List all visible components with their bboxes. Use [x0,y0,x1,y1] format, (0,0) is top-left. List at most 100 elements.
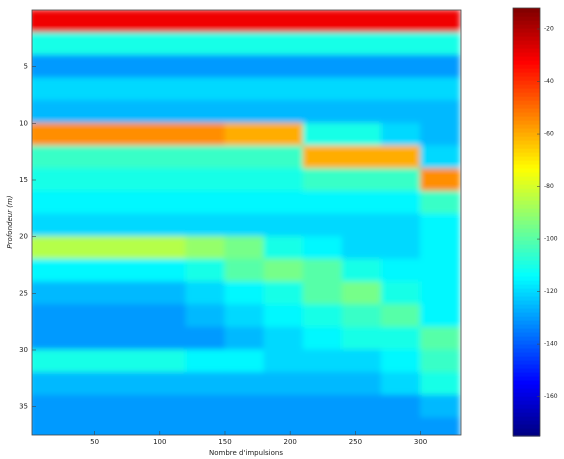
heat-cell [224,372,264,396]
heat-cell [303,350,343,374]
heat-cell [146,236,186,260]
colorbar-swatch [513,388,540,393]
heat-cell [342,304,382,328]
colorbar-swatch [513,424,540,429]
heat-cell [303,259,343,283]
heat-cell [420,168,460,192]
colorbar-swatch [513,232,540,237]
heat-cell [264,191,304,215]
colorbar-swatch [513,168,540,173]
heat-cell [264,395,304,419]
x-tick-label: 300 [414,438,427,446]
heat-cell [420,395,460,419]
heat-cell [68,214,108,238]
heat-cell [224,395,264,419]
heat-cell [107,146,147,170]
heat-cell [420,350,460,374]
colorbar-swatch [513,116,540,121]
colorbar-swatch [513,24,540,29]
heat-cell [146,10,186,34]
heat-cell [381,100,421,124]
heat-cell [185,395,225,419]
heat-cell [303,191,343,215]
colorbar-tick-label: -160 [544,393,558,400]
colorbar-swatch [513,120,540,125]
heat-cell [264,168,304,192]
heat-cell [146,304,186,328]
colorbar-swatch [513,140,540,145]
heat-cell [381,55,421,79]
heat-cell [381,191,421,215]
heat-cell [342,32,382,56]
heat-cell [68,327,108,351]
y-tick-label: 20 [19,233,28,241]
heat-cell [381,214,421,238]
heat-cell [146,372,186,396]
colorbar-swatch [513,40,540,45]
colorbar-swatch [513,372,540,377]
heat-cell [68,100,108,124]
heat-cell [68,168,108,192]
heat-cell [107,55,147,79]
heat-cell [264,350,304,374]
colorbar-swatch [513,132,540,137]
colorbar-swatch [513,44,540,49]
heat-cell [107,395,147,419]
heat-cell [420,55,460,79]
colorbar-swatch [513,324,540,329]
heat-cell [68,282,108,306]
heat-cell [303,55,343,79]
colorbar-swatch [513,96,540,101]
heat-cell [381,78,421,102]
heat-cell [264,259,304,283]
heat-cell [29,214,69,238]
colorbar-swatch [513,28,540,33]
heat-cell [224,304,264,328]
heat-cell [420,259,460,283]
heat-cell [29,78,69,102]
colorbar-swatch [513,280,540,285]
heat-cell [107,191,147,215]
heat-cell [107,259,147,283]
heat-cell [264,123,304,147]
heat-cell [264,78,304,102]
heat-cell [303,10,343,34]
heat-cell [107,214,147,238]
heat-cell [29,350,69,374]
heat-cell [342,168,382,192]
heat-cell [185,168,225,192]
heat-cell [342,395,382,419]
colorbar-tick-label: -100 [544,236,558,243]
heat-cell [107,327,147,351]
y-tick-label: 15 [19,176,28,184]
colorbar-swatch [513,8,540,13]
colorbar-swatch [513,260,540,265]
colorbar-swatch [513,252,540,257]
heat-cell [29,418,69,442]
heat-cell [68,146,108,170]
heat-cell [107,100,147,124]
colorbar-swatch [513,76,540,81]
colorbar-swatch [513,200,540,205]
heat-cell [224,100,264,124]
heat-cell [224,168,264,192]
colorbar-swatch [513,404,540,409]
heat-cell [185,10,225,34]
colorbar-swatch [513,68,540,73]
heat-cell [381,282,421,306]
heat-cell [146,259,186,283]
heat-cell [381,304,421,328]
colorbar-swatch [513,312,540,317]
colorbar-swatch [513,84,540,89]
colorbar-tick-label: -40 [544,78,554,85]
colorbar-swatch [513,248,540,253]
colorbar-tick-label: -80 [544,183,554,190]
heat-cell [264,10,304,34]
heat-cell [107,168,147,192]
heat-cell [107,32,147,56]
heat-cell [68,10,108,34]
colorbar-swatch [513,328,540,333]
heat-cell [420,372,460,396]
colorbar-swatch [513,396,540,401]
colorbar-swatch [513,128,540,133]
